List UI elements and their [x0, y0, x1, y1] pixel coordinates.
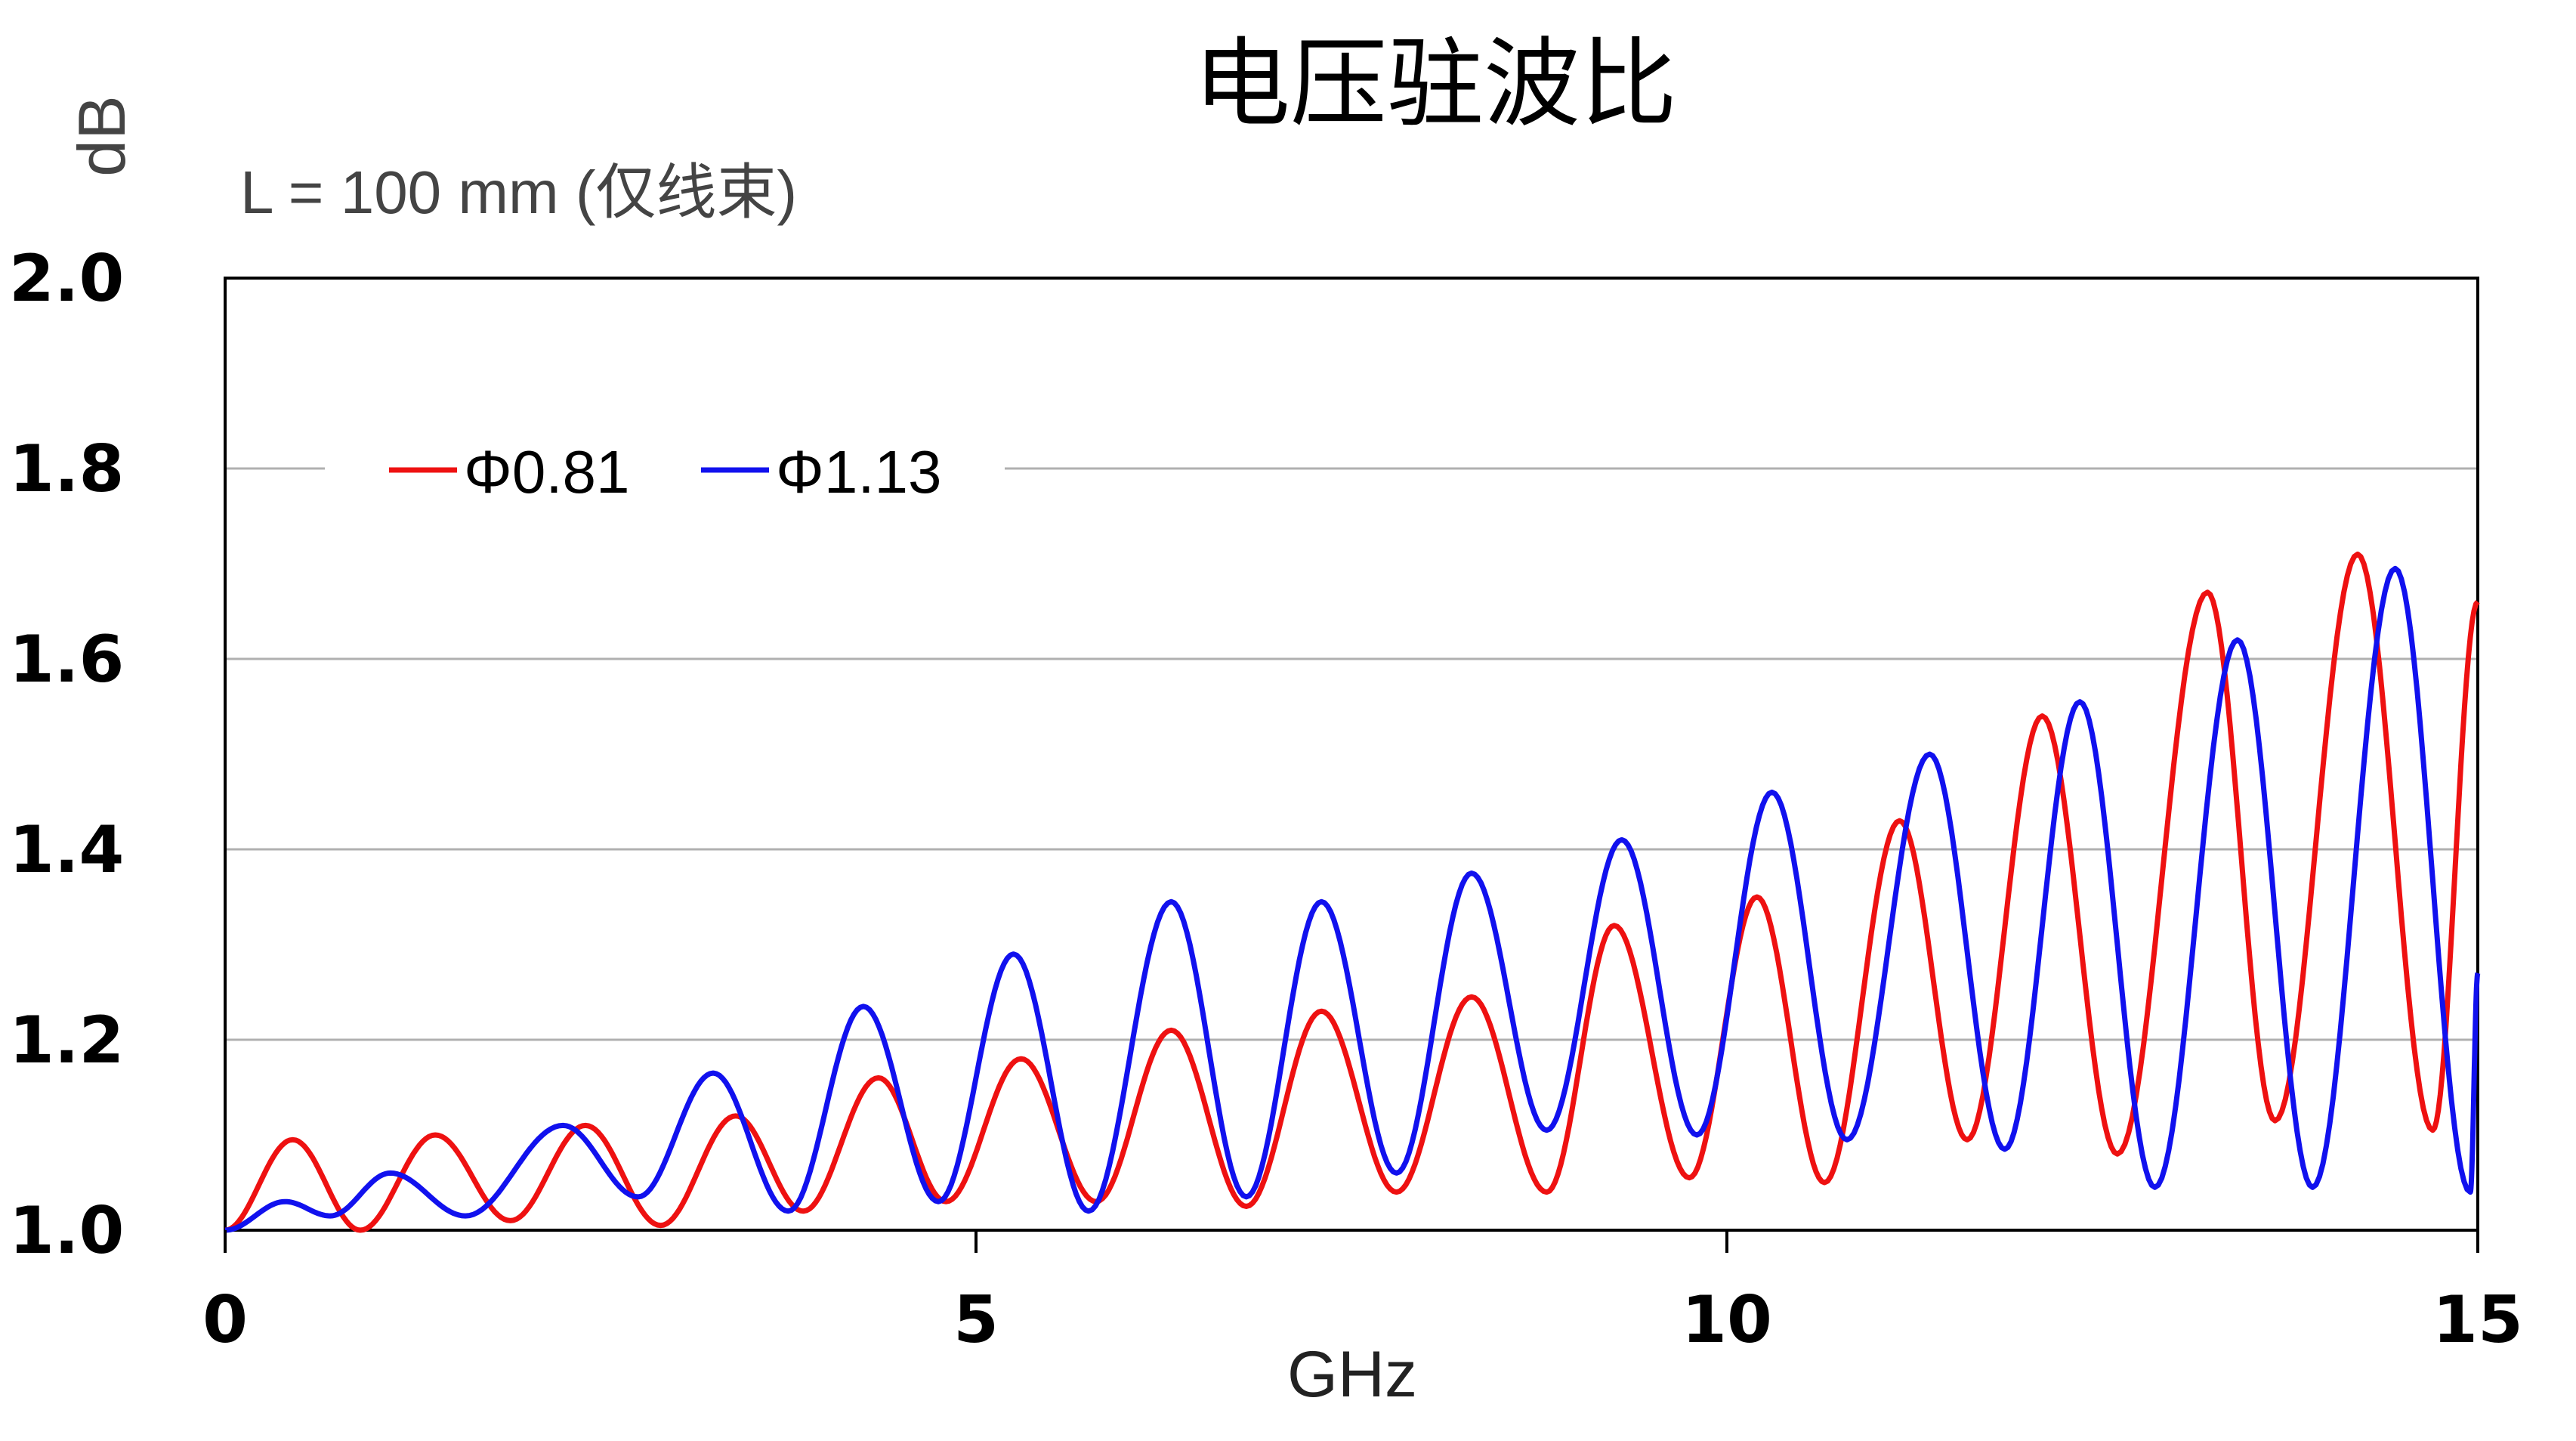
y-tick-label-5: 2.0	[9, 241, 124, 317]
x-tick-label-1: 5	[953, 1282, 999, 1358]
x-tick-labels: 0 5 10 15	[202, 1230, 2523, 1358]
y-axis-label: dB	[64, 95, 139, 177]
plot-area-frame	[224, 277, 2479, 1232]
legend-label-series-2: Φ1.13	[776, 438, 942, 506]
y-tick-label-0: 1.0	[9, 1193, 124, 1269]
series-line-1	[224, 551, 2480, 1233]
x-tick-label-3: 15	[2432, 1282, 2523, 1358]
x-tick-label-2: 10	[1682, 1282, 1772, 1358]
y-tick-label-3: 1.6	[9, 622, 124, 697]
series-line-2	[224, 565, 2481, 1233]
legend-label-series-1: Φ0.81	[464, 438, 630, 506]
legend: Φ0.81 Φ1.13	[325, 431, 1005, 506]
y-tick-label-2: 1.4	[9, 812, 124, 888]
y-tick-labels: 1.0 1.2 1.4 1.6 1.8 2.0	[9, 241, 124, 1269]
chart-title: 电压驻波比	[1194, 28, 1677, 141]
series-layer	[224, 551, 2481, 1233]
x-tick-label-0: 0	[202, 1282, 248, 1358]
y-tick-label-1: 1.2	[9, 1003, 124, 1078]
x-axis-label: GHz	[1287, 1338, 1417, 1411]
y-tick-label-4: 1.8	[9, 431, 124, 507]
chart-subtitle: L = 100 mm (仅线束)	[240, 159, 797, 226]
